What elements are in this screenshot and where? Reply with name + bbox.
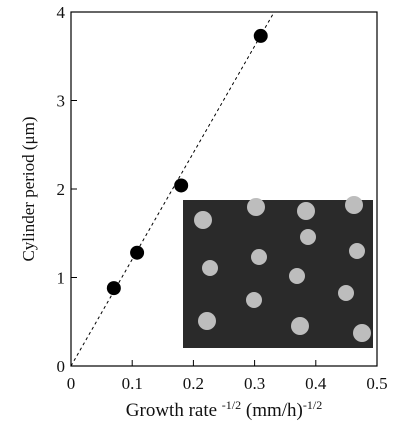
- y-tick-label: 3: [57, 92, 66, 111]
- data-point: [174, 178, 188, 192]
- y-tick-label: 4: [57, 3, 66, 22]
- x-tick-label: 0: [67, 374, 76, 393]
- x-tick-label: 0.5: [366, 374, 387, 393]
- data-point: [130, 246, 144, 260]
- y-axis-label: Cylinder period (μm): [19, 116, 38, 261]
- x-axis-label: Growth rate -1/2 (mm/h)-1/2: [126, 398, 322, 421]
- x-label-text: (mm/h): [241, 400, 303, 421]
- y-tick-label: 2: [57, 180, 66, 199]
- y-tick-label: 0: [57, 357, 66, 376]
- x-tick-label: 0.1: [122, 374, 143, 393]
- y-tick-label: 1: [57, 269, 66, 288]
- inset-micrograph: [183, 196, 373, 348]
- chart: Cylinder period (μm) Growth rate -1/2 (m…: [0, 0, 393, 431]
- data-point: [107, 281, 121, 295]
- x-label-superscript: -1/2: [222, 398, 241, 412]
- x-label-text: Growth rate: [126, 400, 222, 421]
- x-tick-label: 0.3: [244, 374, 265, 393]
- x-tick-label: 0.2: [183, 374, 204, 393]
- x-tick-label: 0.4: [305, 374, 327, 393]
- x-label-superscript: -1/2: [303, 398, 322, 412]
- data-point: [254, 29, 268, 43]
